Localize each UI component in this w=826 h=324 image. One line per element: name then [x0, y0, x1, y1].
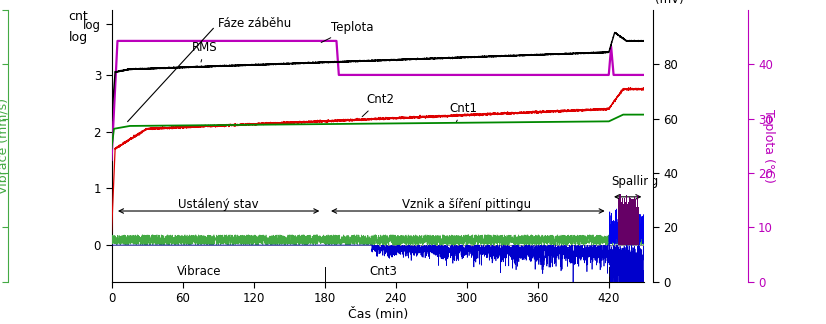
Text: cnt: cnt — [69, 10, 88, 23]
X-axis label: Čas (min): Čas (min) — [348, 308, 408, 321]
Text: Vibrace: Vibrace — [177, 264, 221, 278]
Text: Fáze záběhu: Fáze záběhu — [127, 17, 292, 122]
Text: Vibrace (mm/s): Vibrace (mm/s) — [0, 98, 10, 194]
Text: Cnt2: Cnt2 — [362, 93, 394, 117]
Text: RMS
(mV): RMS (mV) — [655, 0, 683, 6]
Text: log: log — [69, 31, 88, 44]
Text: Cnt4: Cnt4 — [612, 225, 637, 235]
Text: Teplota: Teplota — [321, 21, 373, 42]
Text: Spalling: Spalling — [611, 176, 658, 189]
Text: Vznik a šíření pittingu: Vznik a šíření pittingu — [402, 198, 531, 211]
Text: Ustálený stav: Ustálený stav — [178, 198, 259, 211]
Text: RMS: RMS — [192, 41, 217, 62]
Text: Cnt1: Cnt1 — [449, 102, 477, 122]
Text: Teplota (°C): Teplota (°C) — [762, 109, 775, 183]
Text: Cnt3: Cnt3 — [369, 264, 397, 278]
